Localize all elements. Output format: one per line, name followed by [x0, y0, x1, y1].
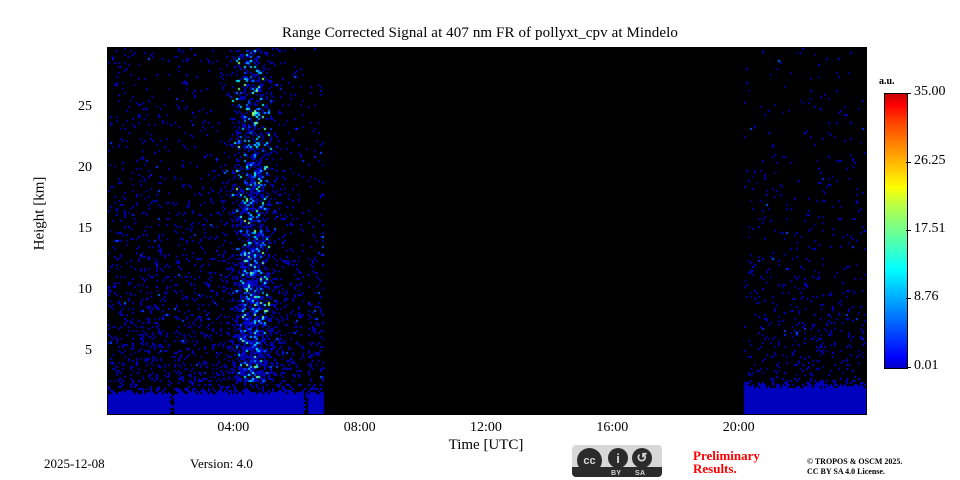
preliminary-line-2: Results. — [693, 461, 737, 476]
y-tick-label: 10 — [78, 282, 92, 297]
x-tick-label: 08:00 — [343, 420, 376, 435]
colorbar-tick-label: 0.01 — [914, 358, 939, 373]
colorbar-tick-label: 17.51 — [914, 221, 946, 236]
colorbar-tick — [906, 298, 911, 299]
colorbar-tick-label: 26.25 — [914, 153, 946, 168]
copyright-text: © TROPOS & OSCM 2025. CC BY SA 4.0 Licen… — [807, 457, 902, 477]
heatmap-plot-area — [107, 47, 867, 415]
colorbar-tick — [906, 367, 911, 368]
colorbar-gradient — [884, 93, 908, 369]
y-axis-title: Height [km] — [31, 176, 48, 251]
heatmap-data-canvas — [108, 48, 866, 414]
colorbar-tick-label: 8.76 — [914, 289, 939, 304]
x-tick-label: 20:00 — [722, 420, 755, 435]
cc-badge-strip — [572, 467, 662, 477]
copyright-line-1: © TROPOS & OSCM 2025. — [807, 457, 903, 466]
colorbar-tick — [906, 162, 911, 163]
cc-sharealike-icon: ↺ — [632, 448, 652, 468]
colorbar-tick — [906, 93, 911, 94]
y-tick-label: 20 — [78, 160, 92, 175]
colorbar-tick-label: 35.00 — [914, 84, 946, 99]
chart-title: Range Corrected Signal at 407 nm FR of p… — [281, 25, 679, 41]
y-tick-label: 15 — [78, 221, 92, 236]
cc-sa-label: SA — [635, 470, 646, 477]
creative-commons-badge-icon: cc i ↺ BY SA — [572, 445, 662, 477]
y-tick-right — [0, 281, 4, 282]
x-tick-label: 12:00 — [470, 420, 502, 435]
x-axis-title: Time [UTC] — [448, 437, 524, 453]
cc-attribution-icon: i — [608, 448, 628, 468]
preliminary-results-note: Preliminary Results. — [693, 449, 803, 475]
date-text: 2025-12-08 — [44, 456, 105, 471]
y-tick-label: 5 — [85, 343, 92, 358]
cc-logo-icon: cc — [577, 448, 602, 473]
copyright-line-2: CC BY SA 4.0 License. — [807, 467, 885, 476]
version-text: Version: 4.0 — [190, 456, 253, 471]
x-tick-label: 04:00 — [217, 420, 250, 435]
y-tick-label: 25 — [78, 99, 92, 114]
colorbar-tick — [906, 230, 911, 231]
cc-by-label: BY — [611, 470, 622, 477]
colorbar-unit-label: a.u. — [879, 76, 895, 87]
x-tick-label: 16:00 — [596, 420, 629, 435]
preliminary-line-1: Preliminary — [693, 448, 760, 463]
